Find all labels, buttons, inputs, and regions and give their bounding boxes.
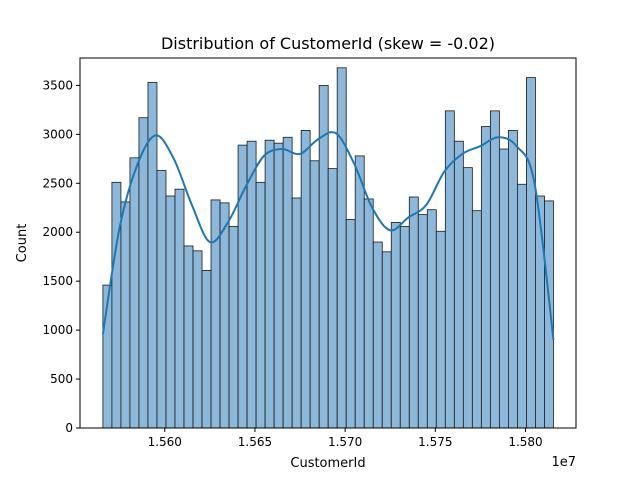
- histogram-bar: [480, 126, 491, 429]
- y-tick-label: 2500: [42, 176, 73, 190]
- histogram-bar: [264, 139, 275, 429]
- histogram-bar: [210, 199, 221, 429]
- x-ticks: 1.560 1.565 1.570 1.575 1.580: [148, 428, 543, 449]
- histogram-bar: [138, 117, 149, 429]
- histogram-bar: [156, 170, 167, 429]
- histogram-bar: [129, 157, 140, 429]
- histogram-bar: [246, 140, 257, 429]
- x-tick-label: 1.580: [508, 435, 542, 449]
- histogram-bar: [372, 241, 383, 429]
- histogram-bar: [291, 197, 302, 429]
- histogram-bar: [399, 225, 410, 429]
- kde-line: [101, 131, 555, 341]
- histogram-bar: [111, 181, 122, 429]
- histogram-bar: [462, 167, 473, 429]
- histogram-bar: [354, 155, 365, 429]
- histogram-bar: [444, 110, 455, 429]
- histogram-bar: [183, 245, 194, 429]
- x-axis-label: CustomerId: [290, 456, 365, 471]
- histogram-bar: [390, 222, 401, 429]
- histogram-bar: [309, 160, 320, 429]
- plot-frame: [79, 57, 577, 429]
- histogram-bar: [408, 196, 419, 429]
- histogram-bar: [228, 225, 239, 429]
- y-tick-label: 500: [50, 372, 73, 386]
- histogram-bar: [165, 195, 176, 429]
- histogram-bar: [174, 188, 185, 429]
- histogram-bar: [526, 77, 536, 429]
- histogram-bar: [535, 195, 545, 429]
- histogram-bar: [336, 67, 347, 429]
- histogram-bar: [381, 251, 392, 429]
- x-tick-label: 1.575: [418, 435, 452, 449]
- x-offset-label: 1e7: [551, 455, 576, 470]
- x-tick-label: 1.565: [238, 435, 272, 449]
- histogram-bar: [219, 202, 230, 429]
- histogram-bar: [363, 198, 374, 429]
- histogram-bar: [255, 181, 266, 429]
- histogram-bar: [517, 183, 527, 429]
- histogram-bar: [120, 201, 131, 429]
- x-tick-label: 1.560: [148, 435, 182, 449]
- y-tick-label: 1500: [42, 274, 73, 288]
- histogram-bar: [345, 219, 356, 429]
- y-tick-label: 3500: [42, 78, 73, 92]
- histogram-bar: [544, 200, 554, 429]
- histogram-bar: [201, 270, 212, 429]
- kde-layer: [101, 131, 555, 341]
- x-tick-label: 1.570: [328, 435, 362, 449]
- histogram-bar: [489, 110, 500, 429]
- y-tick-label: 3000: [42, 127, 73, 141]
- histogram-bar: [453, 140, 464, 429]
- chart-title: Distribution of CustomerId (skew = -0.02…: [161, 34, 495, 53]
- y-tick-label: 2000: [42, 225, 73, 239]
- histogram-bar: [327, 168, 338, 429]
- histogram-bar: [471, 210, 482, 429]
- histogram-bar: [273, 142, 284, 429]
- histogram-bar: [498, 148, 509, 429]
- histogram-bar: [192, 250, 203, 429]
- y-tick-label: 0: [65, 421, 73, 435]
- histogram-bar: [507, 130, 518, 429]
- histogram-bar: [426, 209, 437, 429]
- histogram-bar: [147, 82, 158, 429]
- histogram-bar: [300, 130, 311, 429]
- histogram-bar: [282, 136, 293, 429]
- y-axis-label: Count: [15, 224, 30, 263]
- y-tick-label: 1000: [42, 323, 73, 337]
- histogram-bar: [417, 214, 428, 429]
- histogram-bar: [435, 230, 446, 429]
- y-ticks: 0 500 1000 1500 2000 2500 3000 3500: [42, 78, 80, 435]
